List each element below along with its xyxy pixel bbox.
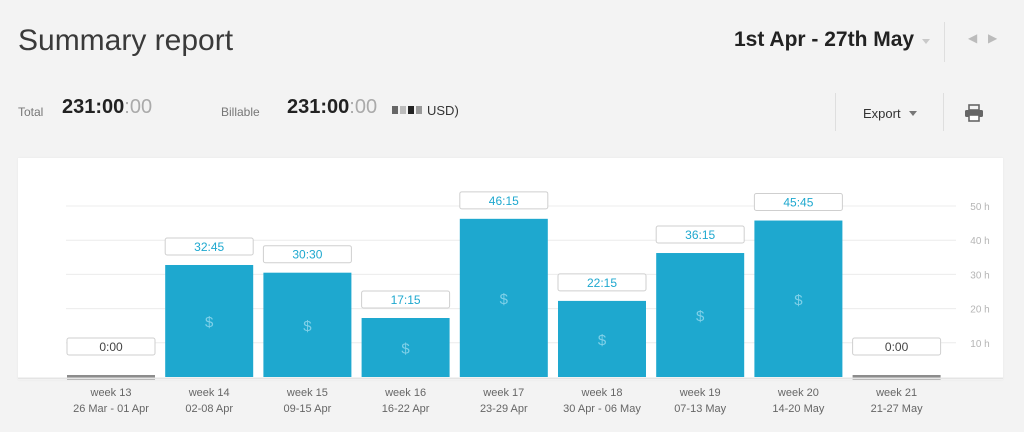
bar (459, 218, 548, 377)
week-date-range: 21-27 May (870, 403, 923, 415)
total-value-main: 231:00 (62, 96, 125, 118)
x-tick-label: week 17 23-29 Apr (455, 385, 553, 417)
data-label: 17:15 (391, 293, 421, 307)
x-tick-label: week 19 07-13 May (651, 385, 749, 417)
bar (165, 264, 254, 377)
week-date-range: 07-13 May (674, 403, 727, 415)
billable-dollar-icon: $ (598, 332, 607, 349)
y-tick-label: 20 h (970, 305, 989, 316)
page-title: Summary report (18, 24, 234, 57)
week-number: week 18 (581, 387, 623, 399)
bar (361, 318, 450, 377)
week-date-range: 16-22 Apr (381, 403, 430, 415)
x-tick-label: week 20 14-20 May (749, 385, 847, 417)
data-label: 0:00 (885, 340, 909, 354)
billable-dollar-icon: $ (401, 341, 410, 358)
data-label-box (753, 193, 843, 212)
data-label: 0:00 (99, 340, 123, 354)
data-label: 46:15 (489, 194, 519, 208)
bar (263, 272, 352, 377)
redacted-amount (390, 104, 426, 116)
billable-dollar-icon: $ (500, 291, 509, 308)
billable-label: Billable (221, 105, 260, 119)
bar (656, 253, 745, 377)
week-number: week 20 (777, 387, 819, 399)
printer-icon[interactable] (964, 104, 984, 127)
y-tick-label: 30 h (970, 270, 989, 281)
y-tick-label: 10 h (970, 339, 989, 350)
week-number: week 15 (286, 387, 328, 399)
total-value-seconds: :00 (124, 96, 153, 118)
week-number: week 13 (90, 387, 132, 399)
bar (754, 220, 843, 377)
weekly-hours-chart: 10 h 20 h 30 h 40 h 50 h 0:00 $32:45 $30:30 $17:… (18, 191, 1003, 380)
chevron-down-icon[interactable] (909, 111, 917, 116)
data-label-box (164, 237, 254, 256)
data-label: 22:15 (587, 276, 617, 290)
x-tick-label: week 21 21-27 May (848, 385, 946, 417)
data-label: 32:45 (194, 240, 224, 254)
date-range-picker[interactable]: 1st Apr - 27th May (734, 28, 915, 51)
total-value: 231:00:00 (62, 96, 152, 119)
data-label: 30:30 (292, 248, 322, 262)
billable-dollar-icon: $ (205, 314, 214, 331)
week-number: week 17 (483, 387, 525, 399)
week-date-range: 26 Mar - 01 Apr (73, 403, 149, 415)
week-date-range: 02-08 Apr (185, 403, 234, 415)
export-button[interactable]: Export (863, 106, 901, 121)
billable-value: 231:00:00 (287, 96, 377, 119)
chevron-right-icon[interactable]: ▶ (988, 31, 998, 45)
billable-dollar-icon: $ (303, 318, 312, 335)
chevron-left-icon[interactable]: ◀ (968, 31, 978, 45)
x-tick-label: week 14 02-08 Apr (160, 385, 258, 417)
week-date-range: 09-15 Apr (283, 403, 332, 415)
chart-card: 10 h 20 h 30 h 40 h 50 h 0:00 $32:45 $30:30 $17:… (18, 158, 1003, 380)
data-label: 36:15 (685, 228, 715, 242)
data-label-box (557, 273, 647, 292)
week-number: week 16 (385, 387, 427, 399)
bar (558, 300, 646, 377)
data-label-box (655, 225, 745, 244)
header-separator (944, 22, 945, 62)
data-label-box (361, 290, 451, 309)
week-number: week 21 (876, 387, 918, 399)
toolbar-separator (835, 93, 836, 131)
chevron-down-icon[interactable] (922, 39, 930, 44)
week-date-range: 30 Apr - 06 May (563, 403, 641, 415)
week-number: week 14 (188, 387, 230, 399)
data-label-box (459, 191, 549, 210)
x-tick-label: week 13 26 Mar - 01 Apr (62, 385, 160, 417)
data-label-box (262, 245, 352, 264)
y-tick-label: 50 h (970, 202, 989, 213)
x-tick-label: week 18 30 Apr - 06 May (553, 385, 651, 417)
billable-currency: USD) (427, 103, 459, 118)
toolbar-separator (943, 93, 944, 131)
total-label: Total (18, 105, 44, 119)
billable-value-main: 231:00 (287, 96, 350, 118)
week-number: week 19 (679, 387, 721, 399)
week-date-range: 23-29 Apr (479, 403, 528, 415)
data-label-box (66, 337, 156, 356)
x-tick-label: week 15 09-15 Apr (258, 385, 356, 417)
data-label: 45:45 (783, 196, 813, 210)
data-label-box (852, 337, 942, 356)
billable-dollar-icon: $ (794, 292, 803, 309)
x-tick-label: week 16 16-22 Apr (357, 385, 455, 417)
week-date-range: 14-20 May (772, 403, 825, 415)
y-tick-label: 40 h (970, 236, 989, 247)
billable-dollar-icon: $ (696, 308, 705, 325)
billable-value-seconds: :00 (349, 96, 378, 118)
